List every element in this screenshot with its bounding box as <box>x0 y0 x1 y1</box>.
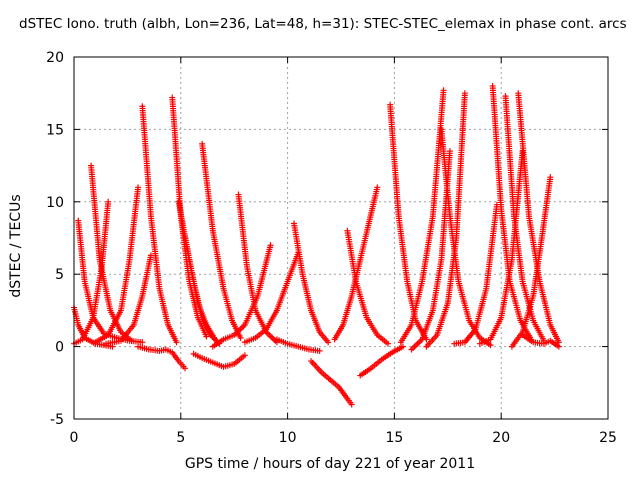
data-arc <box>357 343 406 379</box>
data-point <box>182 365 189 372</box>
data-arc <box>92 184 142 346</box>
x-tick-label: 0 <box>70 430 79 446</box>
y-tick-label: 10 <box>46 195 64 211</box>
data-arc <box>331 184 381 343</box>
data-point <box>128 337 135 344</box>
data-arc <box>139 103 180 346</box>
data-arc <box>190 350 248 370</box>
y-tick-label: 20 <box>46 50 64 66</box>
data-points <box>71 82 562 408</box>
x-axis-label: GPS time / hours of day 221 of year 2011 <box>184 456 476 472</box>
x-tick-label: 5 <box>176 430 185 446</box>
data-arc <box>423 90 468 350</box>
data-point <box>446 148 453 155</box>
data-point <box>384 340 391 347</box>
data-point <box>135 184 142 191</box>
y-tick-label: -5 <box>50 412 64 428</box>
x-tick-label: 25 <box>599 430 617 446</box>
data-arc <box>397 87 447 346</box>
x-tick-label: 20 <box>492 430 510 446</box>
data-arc <box>291 220 332 346</box>
data-point <box>105 198 112 205</box>
data-point <box>440 87 447 94</box>
data-arc <box>344 227 391 347</box>
data-point <box>267 242 274 249</box>
data-arc <box>71 198 112 347</box>
plot-frame <box>73 56 609 420</box>
axis-ticks: 0 5 10 15 20 25 -5 0 5 10 15 20 <box>46 50 617 446</box>
data-point <box>399 343 406 350</box>
y-tick-label: 15 <box>46 122 64 138</box>
data-arc <box>308 358 355 408</box>
y-tick-label: 5 <box>55 267 64 283</box>
data-arc <box>451 201 500 347</box>
x-tick-label: 15 <box>385 430 403 446</box>
data-point <box>461 90 468 97</box>
data-point <box>374 184 381 191</box>
data-arc <box>209 242 274 350</box>
data-arc <box>519 332 562 350</box>
data-point <box>487 342 494 349</box>
data-point <box>325 339 332 346</box>
data-point <box>547 174 554 181</box>
data-arc <box>387 101 430 343</box>
data-arc <box>103 252 154 347</box>
chart-title: dSTEC Iono. truth (albh, Lon=236, Lat=48… <box>19 16 627 32</box>
data-arc <box>135 343 189 372</box>
data-arc <box>169 94 210 340</box>
data-point <box>555 343 562 350</box>
data-arc <box>199 140 244 341</box>
y-tick-label: 0 <box>55 340 64 356</box>
data-arc <box>502 93 547 344</box>
data-point <box>241 352 248 359</box>
data-arc <box>438 126 494 349</box>
data-point <box>173 339 180 346</box>
data-arc <box>182 235 223 347</box>
data-point <box>203 333 210 340</box>
x-tick-label: 10 <box>279 430 297 446</box>
data-arc <box>515 90 562 346</box>
data-point <box>237 334 244 341</box>
data-arc <box>273 336 323 354</box>
y-axis-label: dSTEC / TECUs <box>8 194 24 298</box>
data-point <box>348 401 355 408</box>
data-arc <box>88 162 135 344</box>
data-point <box>316 347 323 354</box>
data-point <box>139 339 146 346</box>
